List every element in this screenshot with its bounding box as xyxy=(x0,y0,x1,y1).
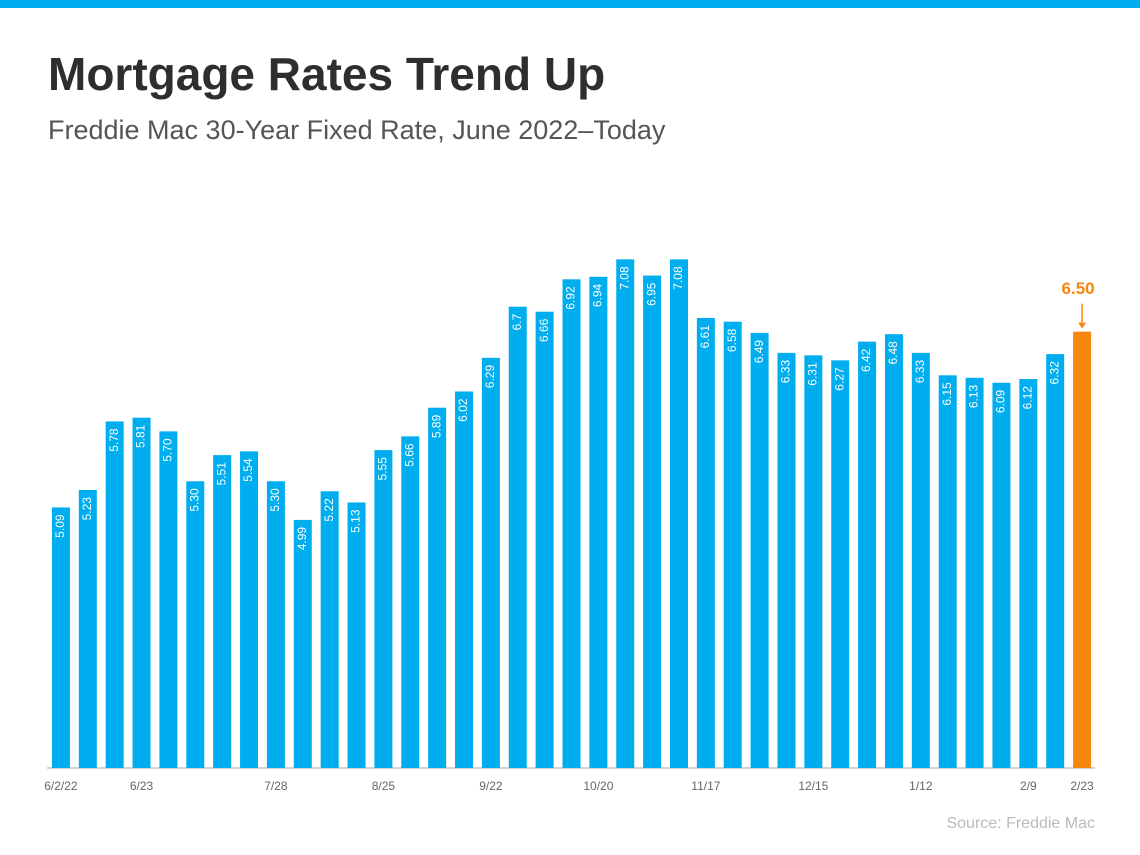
chart-subtitle: Freddie Mac 30-Year Fixed Rate, June 202… xyxy=(48,115,666,145)
bar xyxy=(293,519,312,768)
bar xyxy=(213,455,232,768)
bar xyxy=(696,317,715,768)
source: Source: Freddie Mac xyxy=(946,815,1095,832)
bar xyxy=(132,417,151,768)
bar xyxy=(616,259,635,768)
bar xyxy=(992,382,1011,768)
data-label: 7.08 xyxy=(617,266,631,290)
bar xyxy=(240,451,259,768)
bar xyxy=(401,436,420,768)
x-tick-label: 9/22 xyxy=(479,779,503,793)
data-label: 6.92 xyxy=(564,286,578,310)
x-tick-label: 6/23 xyxy=(130,779,154,793)
data-label: 4.99 xyxy=(295,527,309,551)
bar xyxy=(1073,331,1092,768)
data-label: 5.54 xyxy=(241,458,255,482)
bar xyxy=(535,311,554,768)
bar xyxy=(374,450,393,768)
x-tick-label: 2/9 xyxy=(1020,779,1037,793)
x-tick-label: 2/23 xyxy=(1070,779,1094,793)
bar xyxy=(1046,354,1065,768)
bar xyxy=(455,391,474,768)
x-tick-label: 7/28 xyxy=(264,779,288,793)
bar xyxy=(669,259,688,768)
bar xyxy=(105,421,124,768)
bar xyxy=(750,332,769,768)
bar xyxy=(831,360,850,768)
bar xyxy=(911,352,930,768)
bar xyxy=(723,321,742,768)
data-label: 6.48 xyxy=(886,341,900,365)
bar xyxy=(589,276,608,768)
data-label: 6.66 xyxy=(537,318,551,342)
arrow-head xyxy=(1078,322,1087,329)
data-label-highlight: 6.50 xyxy=(1062,279,1095,298)
data-label: 5.30 xyxy=(187,488,201,512)
data-label: 5.78 xyxy=(107,428,121,452)
bar xyxy=(159,431,178,768)
data-label: 6.31 xyxy=(806,362,820,386)
bar xyxy=(428,407,447,768)
data-label: 6.42 xyxy=(859,348,873,372)
data-label: 6.29 xyxy=(483,365,497,389)
bar xyxy=(884,334,903,768)
data-label: 5.55 xyxy=(376,457,390,481)
data-label: 6.94 xyxy=(591,283,605,307)
bar xyxy=(320,491,339,768)
data-label: 6.33 xyxy=(913,360,927,384)
bar xyxy=(858,341,877,768)
bar xyxy=(186,481,205,768)
data-label: 6.32 xyxy=(1047,361,1061,385)
data-label: 6.02 xyxy=(456,398,470,422)
data-label: 6.27 xyxy=(832,367,846,391)
data-label: 5.13 xyxy=(349,509,363,533)
bar xyxy=(481,357,500,768)
x-tick-label: 1/12 xyxy=(909,779,933,793)
data-label: 6.33 xyxy=(779,360,793,384)
bar xyxy=(938,375,957,768)
bar xyxy=(266,481,285,768)
data-label: 6.49 xyxy=(752,340,766,364)
top-strip xyxy=(0,0,1140,8)
data-label: 5.66 xyxy=(402,443,416,467)
x-tick-label: 11/17 xyxy=(691,779,720,793)
bar xyxy=(51,507,70,768)
bar xyxy=(347,502,366,768)
data-label: 5.81 xyxy=(134,424,148,448)
x-tick-label: 8/25 xyxy=(372,779,396,793)
x-tick-label: 6/2/22 xyxy=(44,779,78,793)
data-label: 6.58 xyxy=(725,328,739,352)
data-label: 7.08 xyxy=(671,266,685,290)
data-label: 5.22 xyxy=(322,498,336,522)
bar xyxy=(1019,379,1038,768)
bar xyxy=(965,377,984,768)
bar xyxy=(804,355,823,768)
x-tick-label: 12/15 xyxy=(798,779,828,793)
bar xyxy=(643,275,662,768)
bar xyxy=(508,306,527,768)
data-label: 5.70 xyxy=(161,438,175,462)
data-label: 5.51 xyxy=(214,462,228,486)
x-tick-label: 10/20 xyxy=(583,779,613,793)
chart-title: Mortgage Rates Trend Up xyxy=(48,48,605,100)
bar xyxy=(562,279,581,768)
bar xyxy=(777,352,796,768)
data-label: 5.89 xyxy=(429,414,443,438)
data-label: 6.09 xyxy=(994,389,1008,413)
data-label: 6.95 xyxy=(644,282,658,306)
data-label: 5.23 xyxy=(80,497,94,521)
bar xyxy=(78,489,97,768)
data-label: 5.09 xyxy=(53,514,67,538)
data-label: 6.13 xyxy=(967,384,981,408)
data-label: 5.30 xyxy=(268,488,282,512)
data-label: 6.12 xyxy=(1020,386,1034,410)
data-label: 6.15 xyxy=(940,382,954,406)
data-label: 6.7 xyxy=(510,313,524,330)
data-label: 6.61 xyxy=(698,325,712,349)
